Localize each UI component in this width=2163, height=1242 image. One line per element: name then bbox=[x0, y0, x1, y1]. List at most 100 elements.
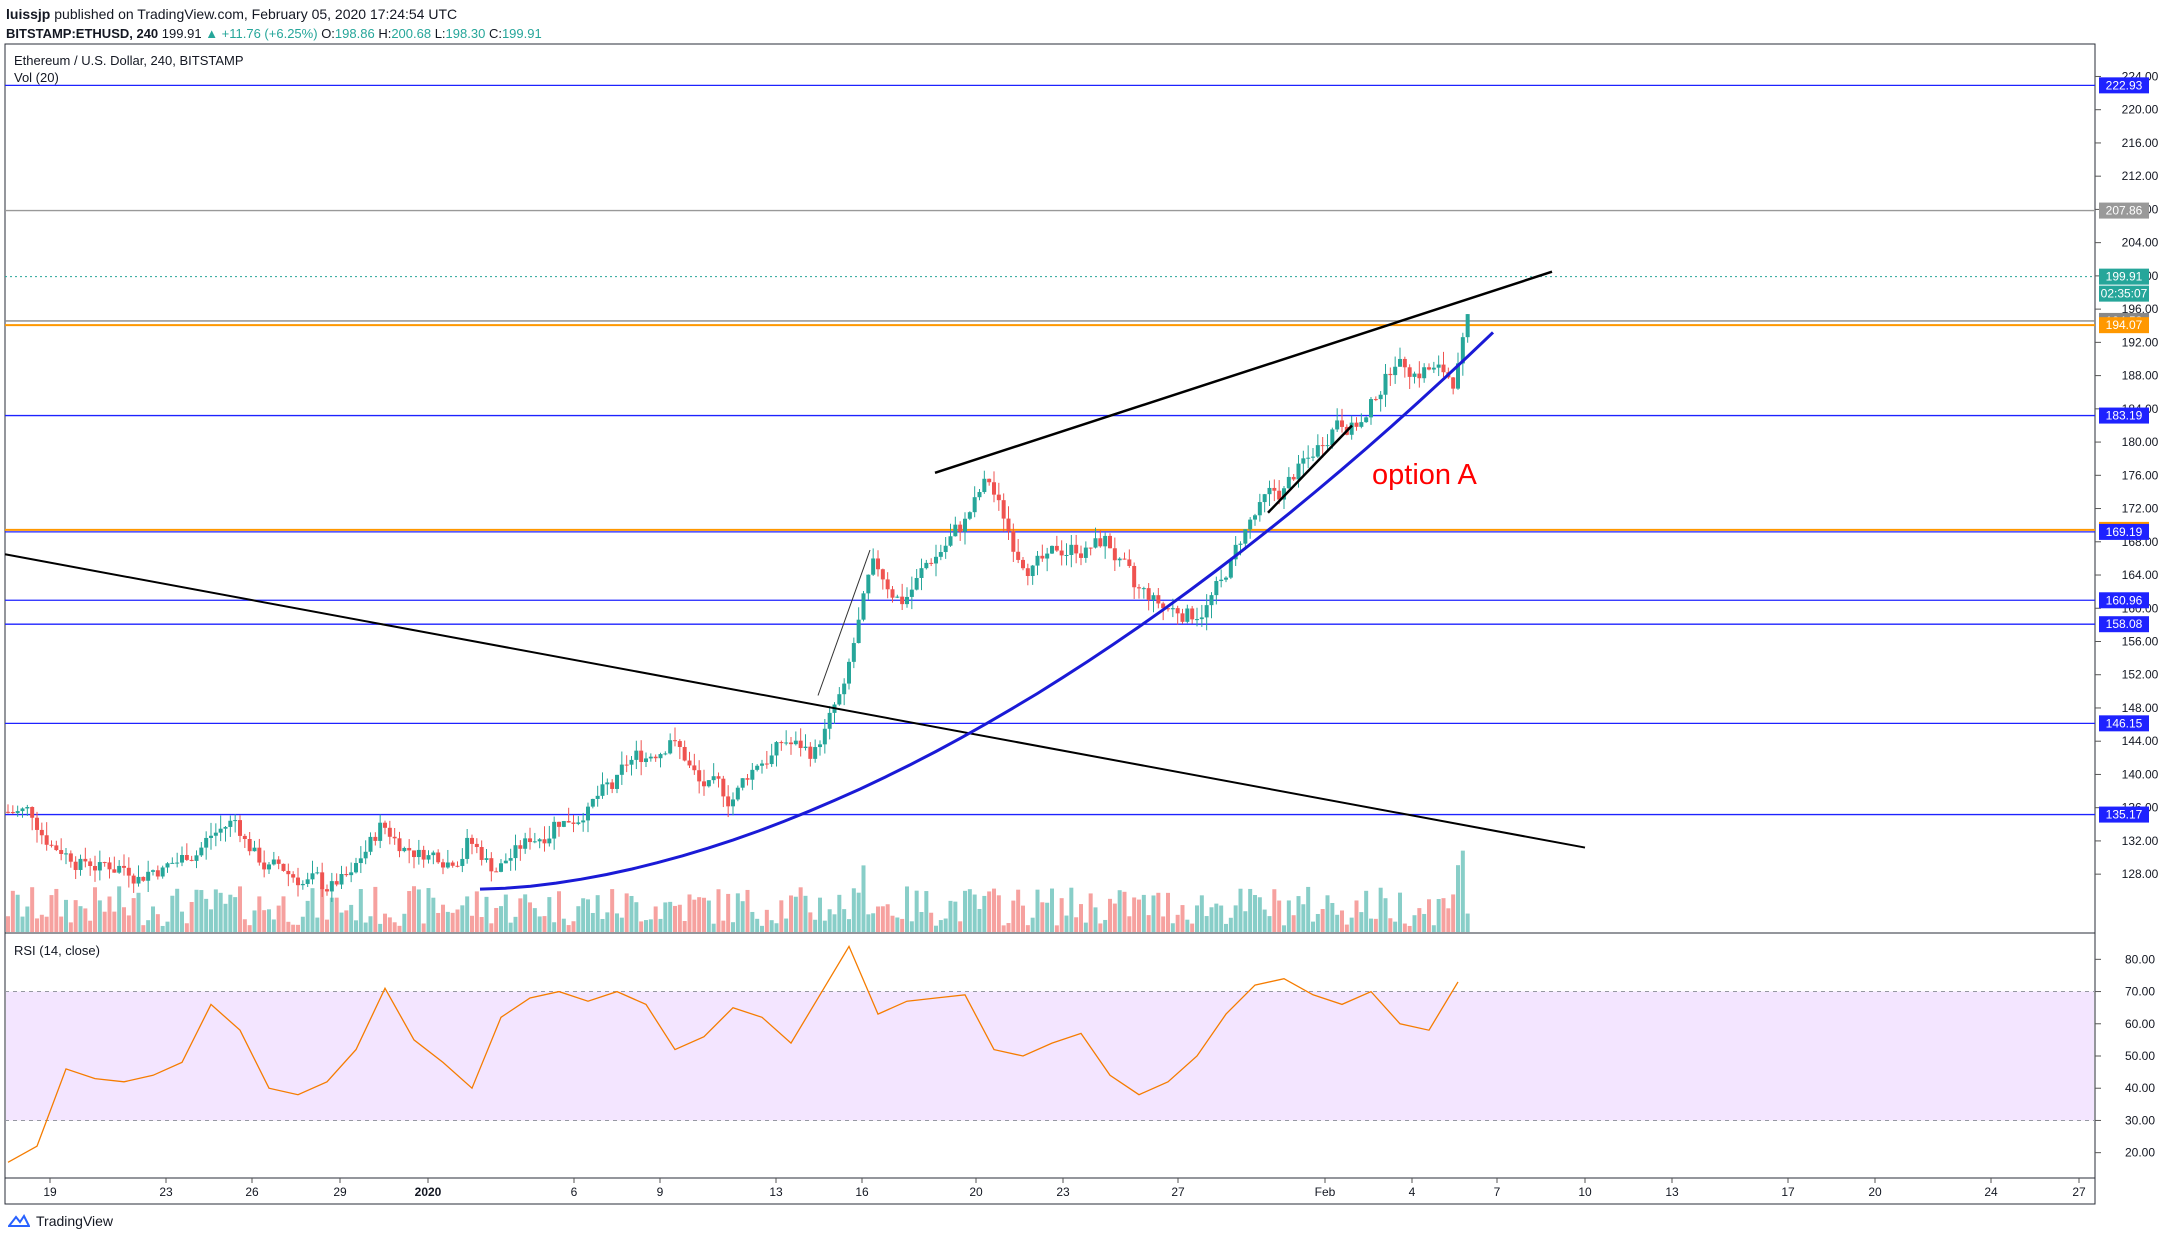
time-tick-label: 27 bbox=[1171, 1185, 1185, 1199]
volume-bar bbox=[126, 915, 131, 932]
time-tick-label: 23 bbox=[1056, 1185, 1070, 1199]
volume-bar bbox=[1224, 923, 1228, 932]
level-price-tag bbox=[2099, 806, 2149, 823]
candle-body bbox=[315, 872, 320, 874]
candle-body bbox=[934, 556, 938, 564]
volume-bar bbox=[474, 891, 479, 932]
time-tick-label: 27 bbox=[2072, 1185, 2086, 1199]
volume-bar bbox=[1436, 899, 1441, 932]
volume-bar bbox=[1127, 916, 1132, 932]
candle-body bbox=[914, 577, 919, 590]
volume-bar bbox=[779, 900, 784, 932]
volume-bar bbox=[1112, 903, 1117, 932]
candle-body bbox=[213, 832, 218, 836]
volume-bar bbox=[1170, 923, 1175, 932]
volume-bar bbox=[1238, 888, 1243, 932]
author-name[interactable]: luissjp bbox=[6, 6, 51, 22]
footer-brand[interactable]: TradingView bbox=[36, 1213, 114, 1229]
volume-bar bbox=[88, 920, 93, 932]
candle-body bbox=[924, 562, 929, 569]
candle-body bbox=[1079, 553, 1083, 558]
candle-body bbox=[387, 827, 392, 837]
volume-bar bbox=[702, 897, 706, 932]
candle-body bbox=[1315, 445, 1320, 457]
volume-bar bbox=[392, 922, 397, 932]
drawings[interactable] bbox=[4, 270, 1586, 891]
volume-bar bbox=[1045, 902, 1050, 932]
time-tick-label: 17 bbox=[1781, 1185, 1795, 1199]
volume-bar bbox=[223, 903, 228, 932]
rsi-tick-label: 40.00 bbox=[2125, 1081, 2155, 1095]
volume-bar bbox=[508, 922, 513, 932]
volume-bar bbox=[600, 918, 605, 932]
candle-body bbox=[291, 874, 296, 878]
candle-body bbox=[706, 780, 711, 787]
candle-body bbox=[1185, 608, 1190, 622]
volume-bar bbox=[354, 920, 358, 932]
level-price-label: 222.93 bbox=[2106, 78, 2143, 92]
candle-body bbox=[1369, 399, 1373, 418]
volume-bar bbox=[1422, 913, 1427, 932]
volume-bar bbox=[1359, 912, 1364, 932]
chart-header: luissjp published on TradingView.com, Fe… bbox=[6, 4, 542, 44]
volume-bar bbox=[914, 890, 919, 932]
candle-body bbox=[122, 865, 126, 868]
candle-body bbox=[218, 828, 223, 833]
volume-bar bbox=[78, 906, 83, 932]
rsi-tick-label: 60.00 bbox=[2125, 1017, 2155, 1031]
candle-body bbox=[242, 835, 247, 839]
candles bbox=[6, 314, 1470, 902]
volume-bar bbox=[624, 893, 629, 932]
candle-body bbox=[1161, 603, 1166, 609]
volume-bar bbox=[59, 916, 64, 932]
time-axis[interactable]: 19 23 26 29 2020 6 9 13 16 20 23 27 Feb 4 7 10 13 17 20 24 2… bbox=[43, 1178, 2086, 1199]
candle-body bbox=[1175, 608, 1180, 614]
volume-bar bbox=[958, 921, 963, 932]
volume-bar bbox=[784, 918, 789, 932]
countdown-tag bbox=[2099, 285, 2149, 302]
candle-body bbox=[1393, 366, 1398, 376]
volume-bar bbox=[731, 922, 735, 932]
volume-bar bbox=[1083, 922, 1088, 932]
volume-bar bbox=[803, 895, 808, 932]
volume-bar bbox=[1093, 907, 1098, 932]
volume-bar bbox=[1011, 900, 1016, 932]
candle-body bbox=[78, 858, 83, 870]
volume-bar bbox=[1364, 890, 1369, 932]
volume-bar bbox=[1006, 923, 1011, 932]
level-price-tag bbox=[2099, 616, 2149, 633]
price-change: ▲ +11.76 (+6.25%) bbox=[205, 26, 318, 41]
price-axis[interactable]: 224.00220.00216.00212.00208.00204.00200.… bbox=[2095, 69, 2159, 1160]
volume-bar bbox=[900, 918, 905, 932]
candle-body bbox=[595, 795, 600, 799]
volume-bar bbox=[194, 889, 199, 932]
volume-bar bbox=[296, 924, 300, 932]
candle-body bbox=[344, 874, 349, 876]
volume-bar bbox=[363, 922, 368, 932]
volume-bar bbox=[267, 909, 271, 932]
time-tick-label: 4 bbox=[1409, 1185, 1416, 1199]
candle-body bbox=[1243, 529, 1248, 544]
horizontal-levels[interactable] bbox=[5, 84, 2095, 816]
candle-body bbox=[697, 770, 702, 782]
candle-body bbox=[1122, 558, 1127, 560]
time-tick-label: 20 bbox=[1868, 1185, 1882, 1199]
candle-body bbox=[160, 867, 165, 877]
candle-body bbox=[731, 799, 735, 807]
candle-body bbox=[126, 867, 131, 876]
volume-bar bbox=[286, 921, 291, 932]
candle-body bbox=[827, 712, 832, 729]
candle-body bbox=[407, 847, 412, 851]
price-tick-label: 176.00 bbox=[2122, 468, 2159, 482]
candle-body bbox=[204, 837, 209, 848]
volume-bar bbox=[1122, 891, 1127, 932]
candle-body bbox=[605, 782, 610, 785]
candle-body bbox=[880, 569, 885, 580]
price-tick-label: 128.00 bbox=[2122, 867, 2159, 881]
candle-body bbox=[1016, 551, 1021, 560]
candle-body bbox=[296, 877, 300, 886]
candle-body bbox=[803, 746, 808, 749]
volume-bar bbox=[740, 901, 745, 932]
candle-body bbox=[1427, 367, 1431, 370]
